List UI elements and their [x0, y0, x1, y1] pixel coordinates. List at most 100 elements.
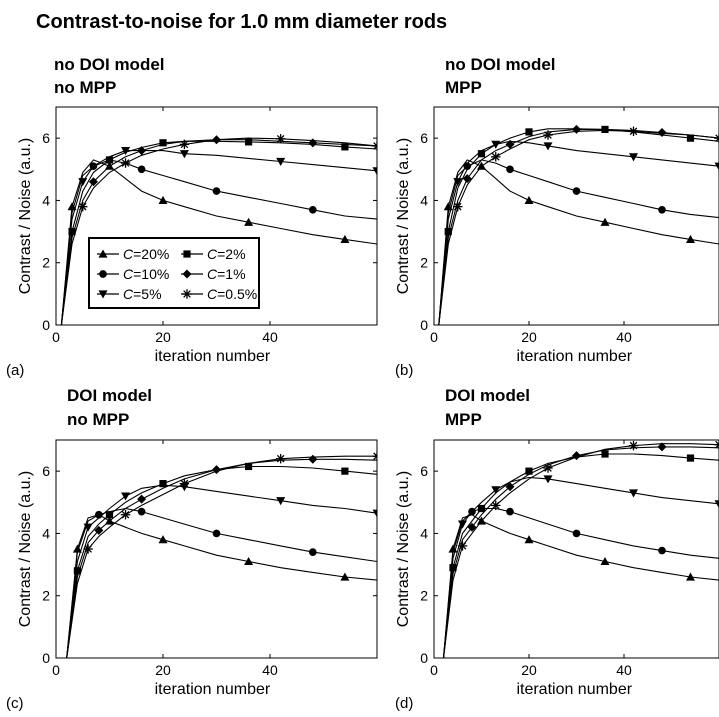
x-tick-label: 20 — [521, 329, 537, 345]
series-line — [60, 139, 377, 325]
series-line — [438, 128, 719, 325]
data-point — [572, 529, 581, 538]
data-point — [572, 187, 581, 195]
data-point — [453, 178, 463, 187]
x-tick-label: 20 — [155, 329, 171, 345]
panel-subtitle: MPP — [445, 410, 482, 429]
x-tick-label: 20 — [155, 662, 171, 678]
series-line — [438, 140, 719, 325]
data-point — [505, 139, 515, 149]
legend-label: C=10% — [123, 266, 169, 282]
data-point — [245, 138, 253, 146]
data-point — [159, 480, 167, 488]
data-point — [275, 453, 286, 464]
legend-var: C — [207, 266, 218, 282]
series-line — [438, 159, 719, 325]
legend-marker — [98, 290, 108, 299]
plot-frame — [433, 439, 719, 659]
panel-subtitle: no MPP — [54, 78, 116, 97]
data-point — [714, 440, 719, 450]
data-point — [341, 467, 349, 475]
data-point — [276, 157, 286, 166]
data-point — [78, 201, 88, 212]
y-tick-label: 2 — [420, 588, 428, 604]
y-tick-label: 4 — [420, 192, 428, 208]
data-point — [686, 572, 695, 581]
data-point — [212, 529, 221, 538]
data-point — [491, 500, 501, 511]
data-point — [458, 520, 467, 529]
data-point — [308, 454, 318, 464]
y-tick-label: 2 — [42, 588, 50, 604]
data-point — [137, 494, 147, 504]
data-point — [275, 134, 286, 144]
y-tick-label: 0 — [42, 317, 50, 333]
x-axis-label: iteration number — [516, 348, 632, 365]
panel-title: DOI model — [67, 386, 152, 405]
legend-value: =10% — [133, 266, 169, 282]
data-point — [137, 507, 146, 516]
legend-var: C — [207, 246, 218, 262]
plot-area — [442, 440, 719, 658]
x-tick-label: 0 — [430, 329, 438, 345]
legend-marker — [183, 250, 191, 258]
chart-panel: no DOI model no MPP 0 2 4 6 0 20 40 iteration num… — [6, 55, 378, 379]
data-point — [120, 510, 131, 520]
data-point — [444, 227, 452, 236]
data-point — [244, 217, 254, 226]
data-point — [73, 567, 81, 575]
data-point — [467, 522, 477, 532]
data-point — [525, 128, 533, 136]
y-tick-label: 6 — [420, 463, 428, 479]
legend-marker — [182, 289, 192, 299]
panel-label: (c) — [6, 695, 24, 712]
data-point — [657, 442, 667, 452]
data-point — [158, 535, 168, 544]
data-point — [506, 507, 514, 516]
data-point — [372, 141, 377, 151]
data-point — [120, 158, 131, 168]
series-line — [60, 159, 377, 325]
series-line — [66, 455, 377, 658]
legend-entry: C=2% — [181, 246, 246, 262]
data-point — [449, 564, 457, 572]
y-tick-label: 0 — [420, 317, 428, 333]
y-tick-label: 4 — [42, 192, 50, 208]
data-point — [83, 523, 93, 532]
y-tick-label: 2 — [420, 255, 428, 271]
y-axis-label: Contrast / Noise (a.u.) — [395, 471, 412, 628]
plot-frame — [55, 439, 378, 659]
series-line — [66, 507, 377, 658]
x-tick-label: 0 — [52, 329, 60, 345]
data-point — [244, 556, 254, 566]
series-line — [438, 159, 719, 325]
x-tick-label: 0 — [430, 662, 438, 678]
data-point — [658, 205, 666, 214]
series-line — [442, 443, 719, 658]
series-line — [442, 507, 719, 658]
legend-var: C — [123, 286, 134, 302]
legend-value: =0.5% — [217, 286, 257, 302]
figure-title: Contrast-to-noise for 1.0 mm diameter ro… — [36, 11, 447, 33]
y-tick-label: 6 — [42, 463, 50, 479]
data-point — [686, 454, 695, 462]
data-point — [179, 478, 190, 489]
data-point — [477, 150, 486, 158]
data-point — [572, 124, 581, 134]
panel-title: DOI model — [445, 386, 530, 405]
series-line — [438, 129, 719, 325]
plot-area — [60, 134, 377, 325]
data-point — [491, 486, 501, 495]
legend-label: C=2% — [207, 246, 246, 262]
data-point — [78, 178, 88, 187]
y-tick-label: 2 — [42, 255, 50, 271]
data-point — [686, 134, 695, 142]
data-point — [137, 165, 146, 174]
data-point — [83, 544, 93, 554]
data-point — [94, 525, 104, 535]
data-point — [491, 152, 501, 162]
x-tick-label: 40 — [616, 662, 632, 678]
series-line — [60, 150, 377, 325]
data-point — [121, 492, 131, 501]
data-point — [245, 462, 253, 471]
